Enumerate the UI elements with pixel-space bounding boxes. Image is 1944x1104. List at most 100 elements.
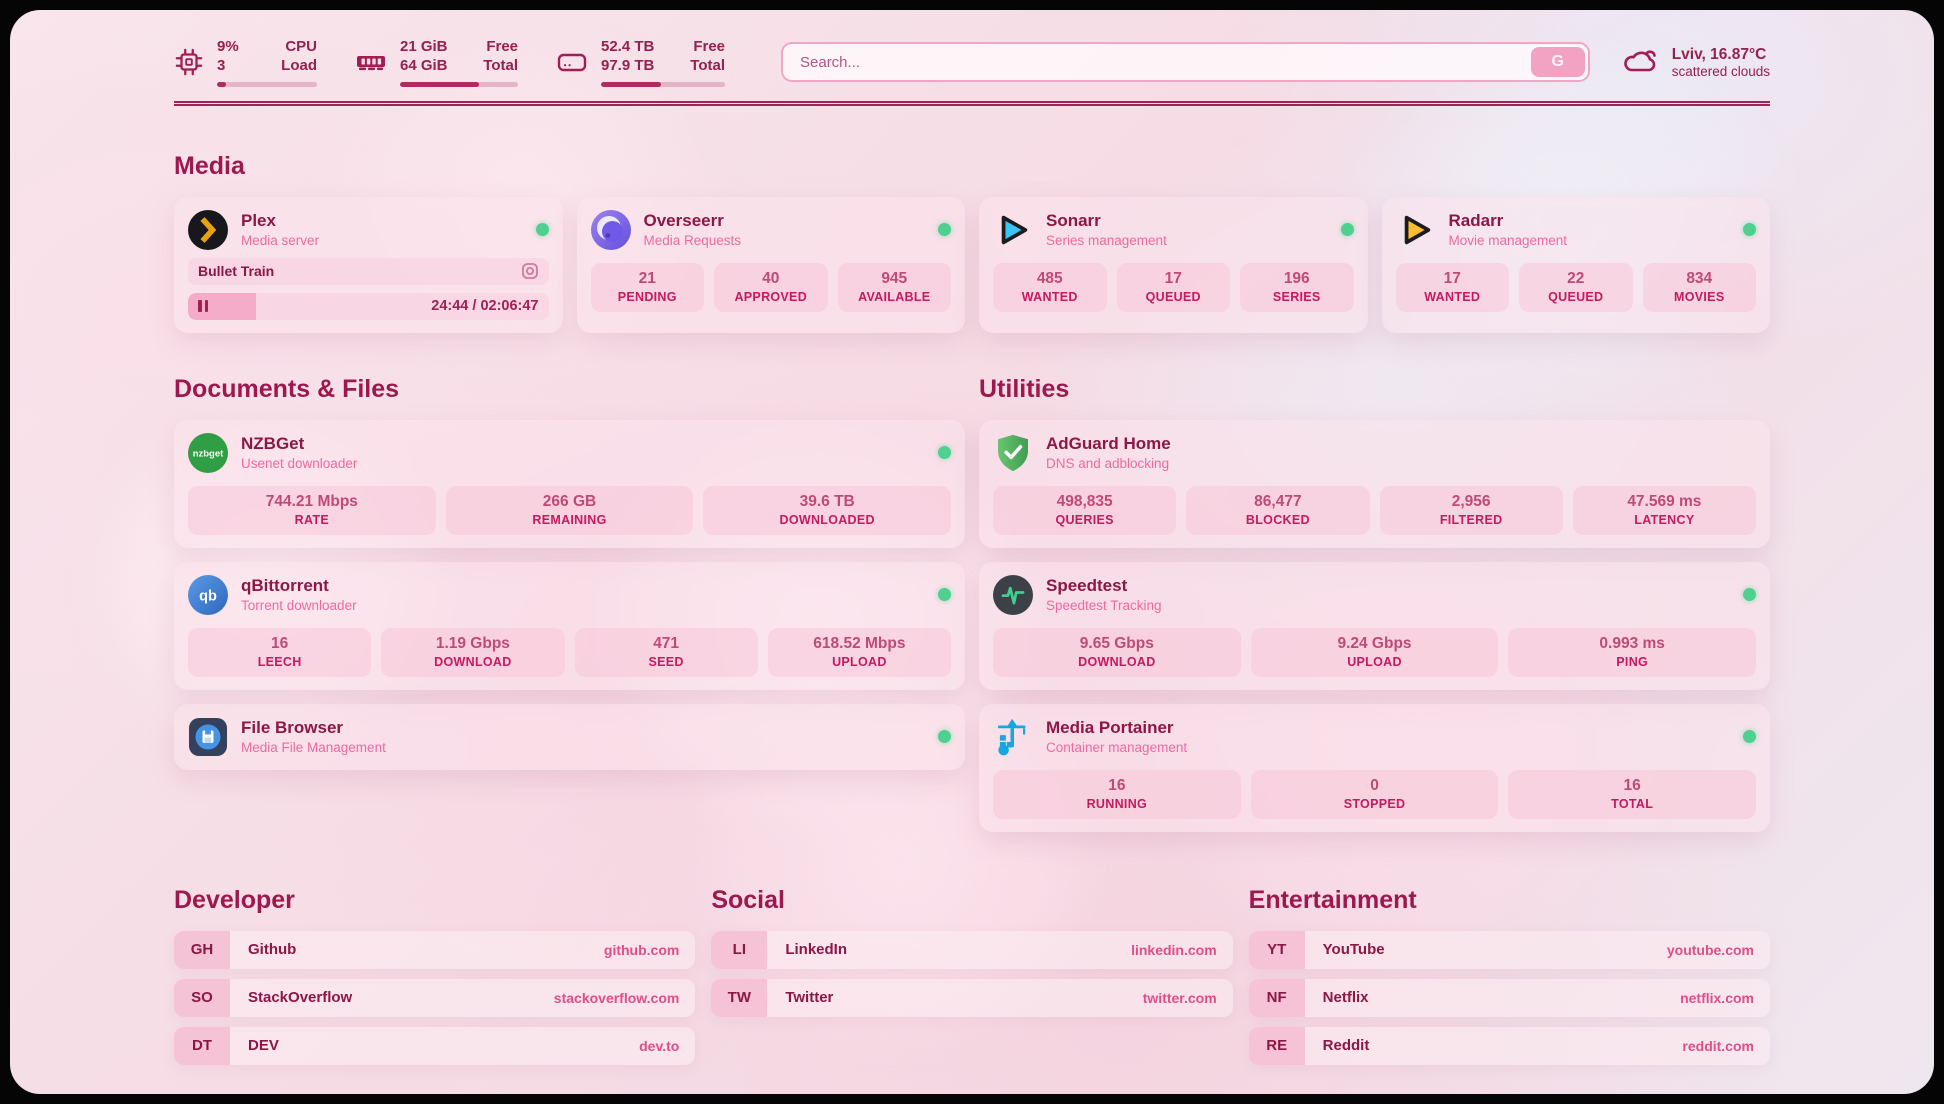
topbar-divider: [174, 100, 1770, 106]
disk-free-value: 52.4 TB: [601, 38, 655, 55]
stat-box: 16 RUNNING: [993, 769, 1241, 819]
cpu-label: CPU: [285, 38, 317, 55]
stat-box: 744.21 Mbps RATE: [188, 485, 436, 535]
nzbget-title: NZBGet: [241, 434, 305, 453]
link-github[interactable]: GH Github github.com: [174, 930, 696, 969]
stat-box: 22 QUEUED: [1519, 262, 1633, 312]
nzbget-subtitle: Usenet downloader: [241, 456, 358, 471]
documents-section-title: Documents & Files: [174, 374, 400, 403]
stat-box: 945 AVAILABLE: [837, 262, 951, 312]
cpu-chip-icon: [174, 47, 204, 77]
overseerr-title: Overseerr: [643, 211, 724, 230]
github-badge: GH: [174, 930, 230, 969]
speedtest-card[interactable]: Speedtest Speedtest Tracking 9.65 Gbps D…: [979, 561, 1770, 690]
now-playing-row: Bullet Train: [188, 257, 549, 285]
stat-box: 2,956 FILTERED: [1379, 485, 1563, 535]
disk-widget: 52.4 TB 97.9 TB Free Total: [556, 38, 725, 87]
section-media: Media Plex Media server: [174, 152, 1770, 333]
link-linkedin[interactable]: LI LinkedIn linkedin.com: [711, 930, 1233, 969]
search-input[interactable]: [786, 47, 1531, 78]
radarr-subtitle: Movie management: [1448, 233, 1568, 248]
ram-widget: 21 GiB 64 GiB Free Total: [355, 38, 518, 87]
qbittorrent-status-dot: [938, 588, 951, 601]
stat-box: 0 STOPPED: [1250, 769, 1499, 819]
stat-box: 40 APPROVED: [714, 262, 828, 312]
disk-free-label: Free: [693, 38, 725, 55]
cpu-widget: 9% 3 CPU Load: [174, 38, 317, 87]
pause-button[interactable]: [198, 300, 208, 312]
sonarr-title: Sonarr: [1046, 211, 1101, 230]
speedtest-subtitle: Speedtest Tracking: [1046, 598, 1162, 613]
link-twitter[interactable]: TW Twitter twitter.com: [711, 978, 1233, 1017]
playback-time: 24:44 / 02:06:47: [431, 298, 539, 314]
overseerr-card[interactable]: Overseerr Media Requests 21 PENDING 40 A…: [576, 196, 965, 333]
sonarr-status-dot: [1340, 223, 1354, 236]
stat-box: 196 SERIES: [1240, 262, 1354, 312]
link-youtube[interactable]: YT YouTube youtube.com: [1248, 930, 1770, 969]
sonarr-card[interactable]: Sonarr Series management 485 WANTED 17 Q…: [979, 196, 1368, 333]
filebrowser-card[interactable]: File Browser Media File Management: [174, 703, 965, 770]
link-dev[interactable]: DT DEV dev.to: [174, 1026, 696, 1065]
search-engine-button[interactable]: G: [1530, 47, 1585, 78]
linkedin-badge: LI: [711, 930, 768, 969]
qbittorrent-card[interactable]: qb qBittorrent Torrent downloader: [174, 561, 965, 690]
radarr-status-dot: [1743, 223, 1756, 236]
nzbget-card[interactable]: nzbget NZBGet Usenet downloader 74: [174, 419, 965, 548]
search-bar: G: [781, 42, 1590, 83]
adguard-card[interactable]: AdGuard Home DNS and adblocking 498,835 …: [979, 419, 1770, 548]
reddit-badge: RE: [1248, 1026, 1305, 1065]
radarr-title: Radarr: [1448, 211, 1504, 230]
cpu-load-label: Load: [281, 56, 317, 74]
speedtest-status-dot: [1743, 588, 1756, 601]
cloud-icon: [1620, 43, 1660, 82]
cpu-progress-bar: [217, 81, 317, 87]
adguard-icon: [993, 433, 1033, 473]
radarr-card[interactable]: Radarr Movie management 17 WANTED 22 QUE…: [1381, 196, 1770, 333]
link-netflix[interactable]: NF Netflix netflix.com: [1248, 978, 1770, 1017]
netflix-badge: NF: [1248, 978, 1305, 1017]
link-stackoverflow[interactable]: SO StackOverflow stackoverflow.com: [174, 978, 696, 1017]
stat-box: 1.19 Gbps DOWNLOAD: [381, 627, 565, 677]
plex-card[interactable]: Plex Media server Bullet Train: [174, 196, 563, 333]
weather-condition: scattered clouds: [1671, 63, 1770, 79]
svg-text:qb: qb: [199, 588, 217, 604]
utilities-section-title: Utilities: [979, 374, 1070, 403]
sonarr-subtitle: Series management: [1046, 233, 1167, 248]
disk-total-value: 97.9 TB: [601, 56, 655, 74]
section-developer: Developer GH Github github.com SO StackO…: [174, 885, 696, 1075]
youtube-badge: YT: [1248, 930, 1305, 969]
cpu-usage-value: 9%: [217, 38, 239, 55]
stat-box: 498,835 QUERIES: [993, 485, 1177, 535]
sonarr-icon: [993, 210, 1033, 250]
stat-box: 16 TOTAL: [1508, 769, 1757, 819]
plex-title: Plex: [241, 211, 276, 230]
qbittorrent-subtitle: Torrent downloader: [241, 598, 357, 613]
ram-icon: [355, 47, 387, 77]
stat-box: 39.6 TB DOWNLOADED: [703, 485, 952, 535]
adguard-title: AdGuard Home: [1046, 434, 1171, 453]
video-record-icon: [521, 262, 539, 280]
dev-badge: DT: [174, 1026, 230, 1065]
plex-icon: [188, 209, 228, 250]
filebrowser-subtitle: Media File Management: [241, 740, 386, 755]
section-utilities: Utilities: [979, 375, 1770, 832]
social-section-title: Social: [711, 885, 785, 914]
plex-subtitle: Media server: [241, 233, 320, 248]
disk-icon: [556, 47, 588, 77]
qbittorrent-title: qBittorrent: [241, 576, 329, 595]
stat-box: 47.569 ms LATENCY: [1572, 485, 1756, 535]
stat-box: 16 LEECH: [188, 627, 372, 677]
developer-section-title: Developer: [174, 885, 295, 914]
dashboard-frame: 9% 3 CPU Load: [10, 10, 1934, 1094]
link-reddit[interactable]: RE Reddit reddit.com: [1248, 1026, 1770, 1065]
cpu-count-value: 3: [217, 56, 226, 74]
stackoverflow-badge: SO: [174, 978, 230, 1017]
portainer-card[interactable]: Media Portainer Container management 16 …: [979, 703, 1770, 832]
stat-box: 86,477 BLOCKED: [1186, 485, 1370, 535]
weather-location: Lviv, 16.87°C: [1671, 45, 1767, 63]
stat-box: 21 PENDING: [590, 262, 704, 312]
ram-progress-bar: [400, 81, 518, 87]
entertainment-section-title: Entertainment: [1248, 885, 1417, 914]
section-social: Social LI LinkedIn linkedin.com TW Twitt…: [711, 885, 1233, 1075]
twitter-badge: TW: [711, 978, 768, 1017]
